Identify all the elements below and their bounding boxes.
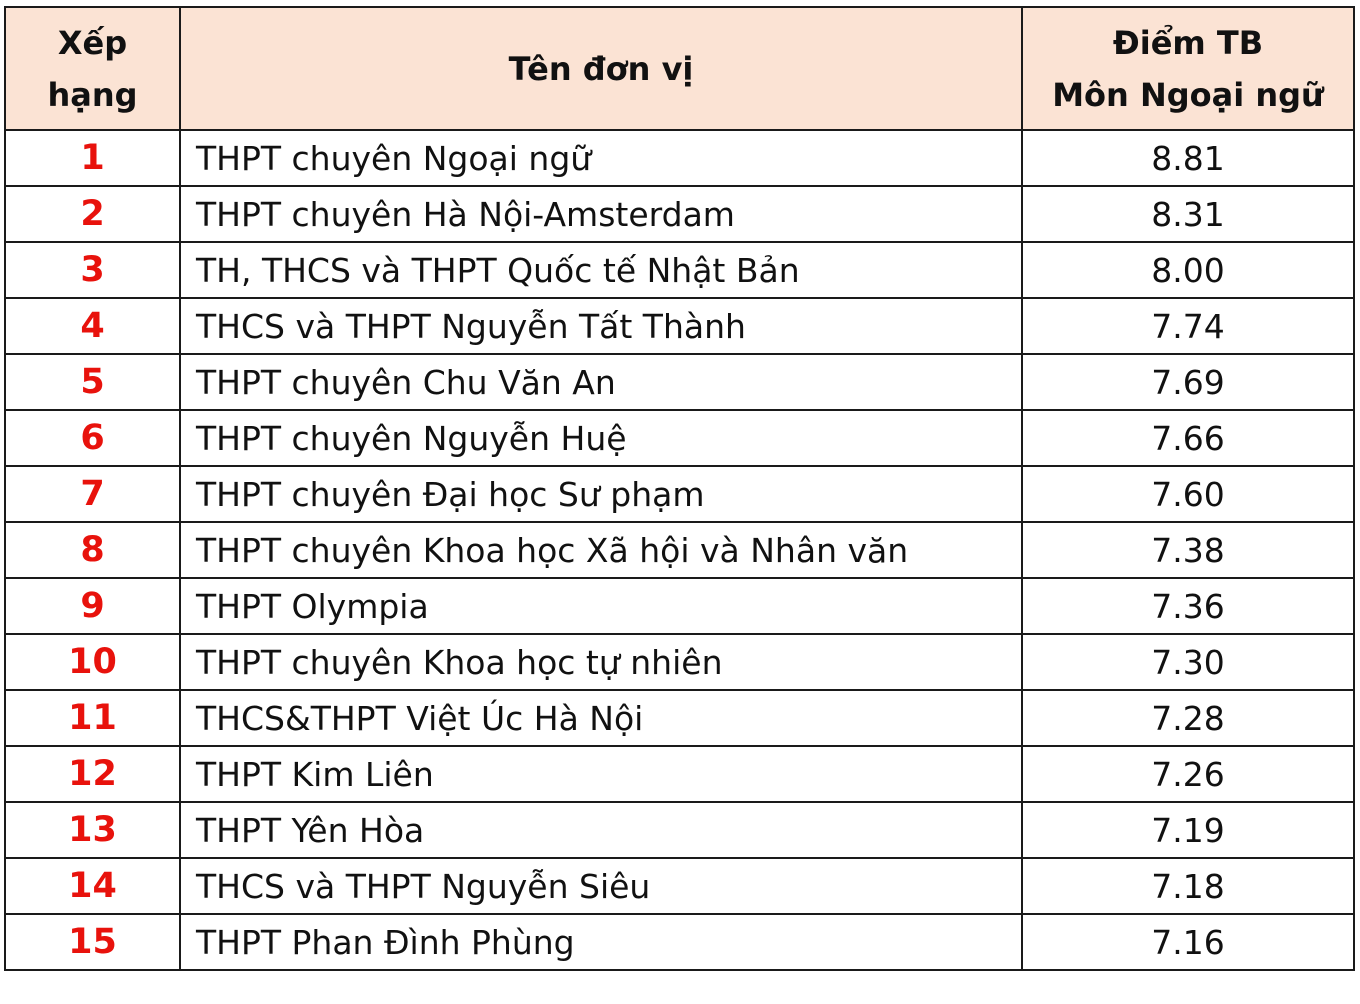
score-cell: 8.00 xyxy=(1021,241,1355,299)
score-cell: 7.69 xyxy=(1021,353,1355,411)
rank-cell: 13 xyxy=(4,801,181,859)
rank-header-line2: hạng xyxy=(47,75,138,114)
table-body: 1 THPT chuyên Ngoại ngữ 8.81 2 THPT chuyên H… xyxy=(4,129,1355,971)
unit-name-cell: THPT Kim Liên xyxy=(179,745,1023,803)
score-cell: 7.16 xyxy=(1021,913,1355,971)
table-row: 1 THPT chuyên Ngoại ngữ 8.81 xyxy=(4,129,1355,187)
table-row: 11 THCS&THPT Việt Úc Hà Nội 7.28 xyxy=(4,689,1355,747)
table-row: 2 THPT chuyên Hà Nội-Amsterdam 8.31 xyxy=(4,185,1355,243)
score-cell: 7.38 xyxy=(1021,521,1355,579)
rank-cell: 3 xyxy=(4,241,181,299)
rank-cell: 12 xyxy=(4,745,181,803)
table-row: 10 THPT chuyên Khoa học tự nhiên 7.30 xyxy=(4,633,1355,691)
table-row: 15 THPT Phan Đình Phùng 7.16 xyxy=(4,913,1355,971)
score-cell: 8.31 xyxy=(1021,185,1355,243)
score-cell: 7.74 xyxy=(1021,297,1355,355)
unit-name-cell: THPT chuyên Nguyễn Huệ xyxy=(179,409,1023,467)
header-row: Xếp hạng Tên đơn vị Điểm TB Môn Ngoại ng… xyxy=(4,6,1355,131)
rank-cell: 14 xyxy=(4,857,181,915)
rank-cell: 7 xyxy=(4,465,181,523)
score-cell: 7.30 xyxy=(1021,633,1355,691)
rank-cell: 8 xyxy=(4,521,181,579)
score-cell: 7.28 xyxy=(1021,689,1355,747)
table-row: 5 THPT chuyên Chu Văn An 7.69 xyxy=(4,353,1355,411)
unit-name-cell: THPT Yên Hòa xyxy=(179,801,1023,859)
table-row: 8 THPT chuyên Khoa học Xã hội và Nhân văn… xyxy=(4,521,1355,579)
unit-header-label: Tên đơn vị xyxy=(508,49,694,88)
rank-column-header: Xếp hạng xyxy=(4,6,181,131)
score-cell: 7.36 xyxy=(1021,577,1355,635)
score-cell: 7.26 xyxy=(1021,745,1355,803)
rank-cell: 15 xyxy=(4,913,181,971)
unit-name-cell: THPT chuyên Khoa học Xã hội và Nhân văn xyxy=(179,521,1023,579)
unit-name-cell: THCS và THPT Nguyễn Tất Thành xyxy=(179,297,1023,355)
rank-cell: 1 xyxy=(4,129,181,187)
table-row: 6 THPT chuyên Nguyễn Huệ 7.66 xyxy=(4,409,1355,467)
unit-name-cell: THCS và THPT Nguyễn Siêu xyxy=(179,857,1023,915)
unit-name-cell: THPT chuyên Ngoại ngữ xyxy=(179,129,1023,187)
rank-cell: 5 xyxy=(4,353,181,411)
score-cell: 7.18 xyxy=(1021,857,1355,915)
score-header-line2: Môn Ngoại ngữ xyxy=(1052,75,1324,114)
score-cell: 7.19 xyxy=(1021,801,1355,859)
table-row: 14 THCS và THPT Nguyễn Siêu 7.18 xyxy=(4,857,1355,915)
unit-name-cell: THPT chuyên Khoa học tự nhiên xyxy=(179,633,1023,691)
table-row: 9 THPT Olympia 7.36 xyxy=(4,577,1355,635)
table-row: 12 THPT Kim Liên 7.26 xyxy=(4,745,1355,803)
table-row: 4 THCS và THPT Nguyễn Tất Thành 7.74 xyxy=(4,297,1355,355)
unit-name-cell: TH, THCS và THPT Quốc tế Nhật Bản xyxy=(179,241,1023,299)
rank-cell: 9 xyxy=(4,577,181,635)
table-row: 13 THPT Yên Hòa 7.19 xyxy=(4,801,1355,859)
score-cell: 7.66 xyxy=(1021,409,1355,467)
score-cell: 8.81 xyxy=(1021,129,1355,187)
unit-column-header: Tên đơn vị xyxy=(179,6,1023,131)
rank-cell: 4 xyxy=(4,297,181,355)
table-header: Xếp hạng Tên đơn vị Điểm TB Môn Ngoại ng… xyxy=(4,6,1355,131)
score-header-line1: Điểm TB xyxy=(1112,23,1264,62)
rank-cell: 6 xyxy=(4,409,181,467)
table-row: 7 THPT chuyên Đại học Sư phạm 7.60 xyxy=(4,465,1355,523)
ranking-table: Xếp hạng Tên đơn vị Điểm TB Môn Ngoại ng… xyxy=(4,6,1355,971)
unit-name-cell: THPT chuyên Chu Văn An xyxy=(179,353,1023,411)
unit-name-cell: THPT Olympia xyxy=(179,577,1023,635)
rank-header-line1: Xếp xyxy=(57,23,128,62)
rank-cell: 10 xyxy=(4,633,181,691)
score-column-header: Điểm TB Môn Ngoại ngữ xyxy=(1021,6,1355,131)
score-cell: 7.60 xyxy=(1021,465,1355,523)
unit-name-cell: THPT chuyên Hà Nội-Amsterdam xyxy=(179,185,1023,243)
rank-cell: 11 xyxy=(4,689,181,747)
unit-name-cell: THPT chuyên Đại học Sư phạm xyxy=(179,465,1023,523)
unit-name-cell: THPT Phan Đình Phùng xyxy=(179,913,1023,971)
rank-cell: 2 xyxy=(4,185,181,243)
unit-name-cell: THCS&THPT Việt Úc Hà Nội xyxy=(179,689,1023,747)
table-row: 3 TH, THCS và THPT Quốc tế Nhật Bản 8.00 xyxy=(4,241,1355,299)
